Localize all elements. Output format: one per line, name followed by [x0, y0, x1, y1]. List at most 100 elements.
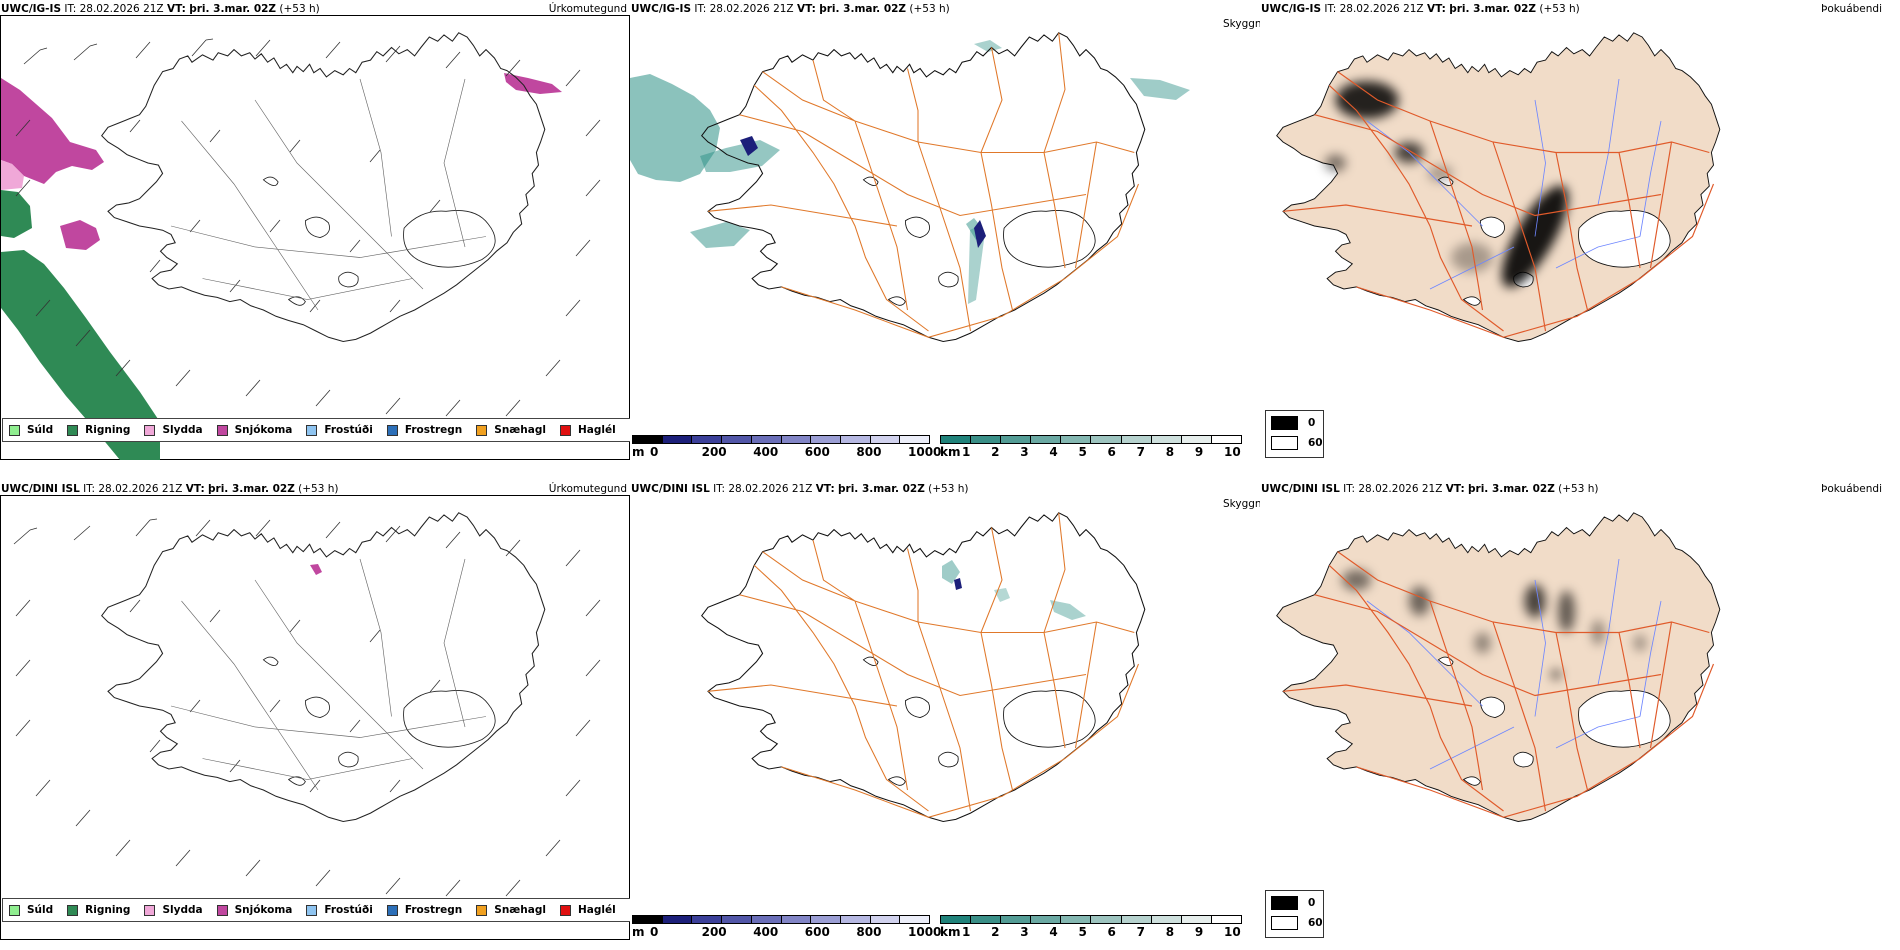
- colorbar-swatch: [781, 916, 812, 923]
- road-lines: [707, 32, 1139, 338]
- snow-area: [310, 564, 322, 575]
- panel-header: UWC/IG-IS IT: 28.02.2026 21Z VT: þri. 3.…: [1, 3, 320, 15]
- colorbar-tick-label: 400: [753, 445, 779, 459]
- precip-legend-item: Slydda: [144, 424, 203, 436]
- precip-legend-item: Rigning: [67, 904, 130, 916]
- panel-header: UWC/DINI ISL IT: 28.02.2026 21Z VT: þri.…: [1261, 483, 1599, 495]
- colorbar-swatch: [722, 916, 752, 923]
- precip-legend-swatch: [306, 424, 318, 436]
- colorbar-unit: km: [940, 445, 961, 459]
- snow-area: [504, 73, 562, 94]
- iceland-outline: [101, 512, 546, 823]
- colorbar-tick-label: 200: [701, 445, 727, 459]
- low-ceiling-area: [740, 136, 986, 248]
- precip-legend-label: Frostúði: [324, 904, 373, 916]
- precip-legend-label: Frostregn: [404, 904, 463, 916]
- colorbar-swatch: [692, 916, 723, 923]
- colorbar-tick-label: 7: [1136, 925, 1146, 939]
- colorbar-tick-label: 600: [804, 925, 830, 939]
- rain-area: [1, 250, 160, 460]
- colorbar-swatch: [1031, 916, 1062, 923]
- fog-area: [968, 226, 984, 304]
- init-time: 28.02.2026 21Z: [709, 3, 794, 15]
- visibility-colorbar-labels: km 1 2 3 4 5 6 7 8 9 10: [940, 444, 1242, 459]
- colorbar-tick-label: 5: [1078, 925, 1087, 939]
- colorbar-swatch: [751, 916, 782, 923]
- visibility-panel-bottom: UWC/DINI ISL IT: 28.02.2026 21Z VT: þri.…: [630, 480, 1260, 945]
- model-label: UWC/IG-IS: [1261, 3, 1322, 15]
- colorbar-tick-label: 8: [1165, 445, 1175, 459]
- panel-header: UWC/DINI ISL IT: 28.02.2026 21Z VT: þri.…: [631, 483, 969, 495]
- colorbar-swatch: [971, 436, 1002, 443]
- panel-title: Þokuábendi: [1821, 3, 1882, 15]
- fog-mask-map: [1276, 512, 1721, 823]
- ceiling-colorbar-swatches: [632, 435, 930, 444]
- model-label: UWC/DINI ISL: [1, 483, 80, 495]
- model-label: UWC/IG-IS: [631, 3, 692, 15]
- colorbar-swatch: [1151, 436, 1182, 443]
- fog-area: [690, 222, 750, 248]
- colorbar-tick-label: 1: [962, 925, 971, 939]
- iceland-land: [1276, 32, 1721, 343]
- colorbar-tick-label: 400: [753, 925, 779, 939]
- visibility-colorbar: km 1 2 3 4 5 6 7 8 9 10: [940, 435, 1242, 460]
- valid-time: þri. 3.mar. 02Z: [1468, 483, 1555, 495]
- init-time: 28.02.2026 21Z: [1358, 483, 1443, 495]
- colorbar-tick-label: 200: [701, 925, 727, 939]
- colorbar-swatch: [1061, 916, 1092, 923]
- panel-title: Úrkomutegund: [548, 3, 627, 15]
- fog-area: [630, 74, 720, 182]
- colorbar-swatch: [1211, 916, 1241, 923]
- colorbar-swatch: [1151, 916, 1182, 923]
- fog-area: [994, 588, 1010, 602]
- road-lines: [707, 512, 1139, 818]
- rain-area: [1, 190, 32, 238]
- precip-legend-item: Frostúði: [306, 424, 373, 436]
- fog-mask-panel-bottom: UWC/DINI ISL IT: 28.02.2026 21Z VT: þri.…: [1260, 480, 1900, 945]
- precip-legend: Súld Rigning Slydda Snjókoma Frostúði Frostre…: [2, 418, 630, 442]
- colorbar-swatch: [811, 436, 841, 443]
- precip-legend-item: Snæhagl: [476, 904, 546, 916]
- precip-legend-item: Snæhagl: [476, 424, 546, 436]
- precip-legend-swatch: [67, 904, 79, 916]
- colorbar-swatch: [692, 436, 723, 443]
- colorbar-swatch: [1091, 436, 1122, 443]
- colorbar-swatch: [870, 916, 901, 923]
- colorbar-swatch: [870, 436, 901, 443]
- precip-legend-label: Rigning: [85, 424, 131, 436]
- colorbar-swatch: [662, 436, 693, 443]
- precip-legend-label: Súld: [27, 904, 54, 916]
- lead-time: (+53 h): [1558, 483, 1599, 495]
- visibility-map: [701, 512, 1146, 823]
- model-label: UWC/IG-IS: [1, 3, 62, 15]
- valid-time: þri. 3.mar. 02Z: [838, 483, 925, 495]
- lead-time: (+53 h): [909, 3, 950, 15]
- colorbar-swatch: [1001, 916, 1032, 923]
- precip-legend-item: Snjókoma: [216, 904, 292, 916]
- colorbar-tick-label: 1000: [908, 925, 942, 939]
- colorbar-tick-label: 10: [1224, 445, 1241, 459]
- precip-legend-swatch: [386, 424, 398, 436]
- init-time: 28.02.2026 21Z: [79, 3, 164, 15]
- precip-legend-item: Slydda: [144, 904, 203, 916]
- colorbar-swatch: [941, 436, 972, 443]
- colorbar-swatch: [1211, 436, 1241, 443]
- precip-legend-swatch: [144, 904, 156, 916]
- colorbar-swatch: [811, 916, 841, 923]
- colorbar-tick-label: 0: [650, 445, 659, 459]
- sleet-area: [1, 160, 24, 190]
- colorbar-tick-label: 4: [1049, 925, 1058, 939]
- mask-legend-value: 0: [1308, 417, 1316, 429]
- precip-legend: Súld Rigning Slydda Snjókoma Frostúði Frostre…: [2, 898, 630, 922]
- fog-area: [700, 140, 780, 172]
- precip-legend-item: Rigning: [67, 424, 130, 436]
- snow-area: [60, 220, 100, 250]
- colorbar-tick-label: 5: [1078, 445, 1087, 459]
- fog-area: [974, 40, 1002, 52]
- precip-legend-item: Frostregn: [386, 424, 462, 436]
- fog-mask-map: [1276, 32, 1721, 343]
- wind-barbs: [15, 38, 601, 417]
- precip-legend-label: Haglél: [577, 424, 616, 436]
- precip-legend-swatch: [9, 904, 20, 916]
- colorbar-swatch: [1181, 436, 1212, 443]
